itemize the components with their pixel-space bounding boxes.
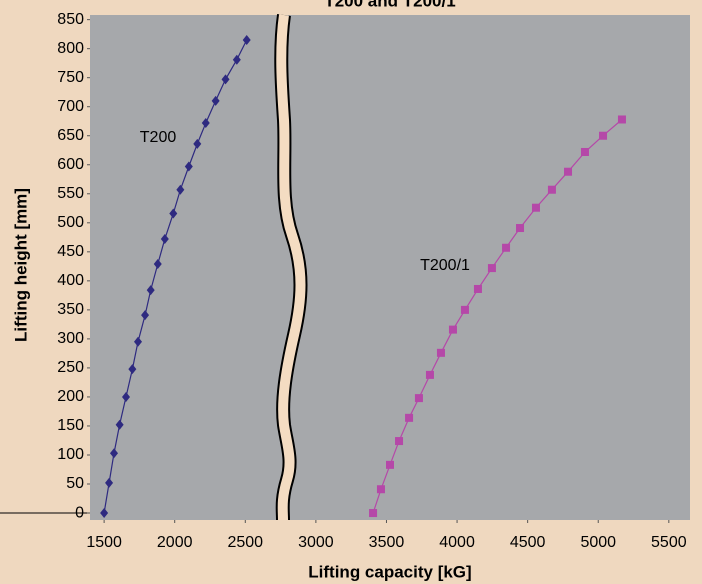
- plot-area: [90, 15, 690, 520]
- point: [122, 391, 130, 402]
- x-tick-label: 5000: [580, 534, 616, 551]
- y-tick-label: 450: [57, 243, 84, 260]
- point: [460, 305, 469, 314]
- point: [153, 259, 162, 270]
- point: [146, 285, 155, 296]
- y-tick-label: 550: [57, 185, 84, 202]
- point: [395, 437, 404, 446]
- point: [473, 284, 482, 293]
- point: [100, 508, 109, 519]
- y-tick-label: 800: [57, 40, 84, 57]
- point: [564, 167, 573, 176]
- point: [436, 348, 445, 357]
- point: [193, 138, 202, 149]
- point: [487, 264, 496, 273]
- y-tick-label: 500: [57, 214, 84, 231]
- series-line: [103, 39, 248, 514]
- y-tick-label: 50: [66, 475, 84, 492]
- point: [414, 394, 423, 403]
- point: [502, 243, 511, 252]
- point: [580, 147, 589, 156]
- point: [369, 509, 378, 518]
- point: [128, 364, 137, 375]
- x-tick-label: 3000: [298, 534, 334, 551]
- x-tick-label: 4500: [510, 534, 546, 551]
- point: [169, 208, 178, 219]
- y-tick-label: 600: [57, 156, 84, 173]
- x-tick-label: 5500: [651, 534, 687, 551]
- y-tick-label: 100: [57, 446, 84, 463]
- point: [617, 115, 626, 124]
- y-tick-label: 650: [57, 127, 84, 144]
- y-axis-title: Lifting height [mm]: [11, 188, 30, 342]
- point: [110, 448, 118, 459]
- point: [547, 185, 556, 194]
- point: [242, 34, 251, 45]
- point: [516, 224, 525, 233]
- y-tick-label: 300: [57, 330, 84, 347]
- x-tick-label: 2500: [227, 534, 263, 551]
- marks: [100, 34, 626, 519]
- point: [184, 161, 193, 172]
- point: [376, 485, 385, 494]
- point: [134, 336, 142, 347]
- point: [211, 95, 220, 106]
- x-tick-label: 2000: [157, 534, 193, 551]
- x-tick-label: 4000: [439, 534, 475, 551]
- y-tick-label: 200: [57, 388, 84, 405]
- point: [115, 419, 124, 430]
- y-tick-label: 150: [57, 417, 84, 434]
- x-axis-title: Lifting capacity [kG]: [308, 562, 471, 581]
- point: [405, 413, 414, 422]
- point: [448, 325, 457, 334]
- y-tick-label: 250: [57, 359, 84, 376]
- y-tick-label: 0: [75, 504, 84, 521]
- point: [201, 117, 210, 128]
- series-label: T200: [140, 129, 177, 146]
- point: [232, 54, 241, 65]
- series-label: T200/1: [420, 257, 470, 274]
- point: [141, 310, 150, 321]
- x-tick-label: 3500: [369, 534, 405, 551]
- point: [176, 184, 185, 195]
- y-tick-label: 700: [57, 98, 84, 115]
- y-tick-label: 750: [57, 69, 84, 86]
- y-tick-label: 350: [57, 301, 84, 318]
- point: [531, 203, 540, 212]
- x-tick-label: 1500: [86, 534, 122, 551]
- point: [221, 74, 230, 85]
- point: [599, 131, 608, 140]
- point: [425, 370, 434, 379]
- y-tick-label: 400: [57, 272, 84, 289]
- point: [105, 477, 114, 488]
- y-tick-label: 850: [57, 11, 84, 28]
- point: [386, 460, 394, 469]
- axis-break-fill: [276, 14, 306, 521]
- point: [160, 234, 169, 245]
- chart-title: T200 and T200/1: [324, 0, 455, 10]
